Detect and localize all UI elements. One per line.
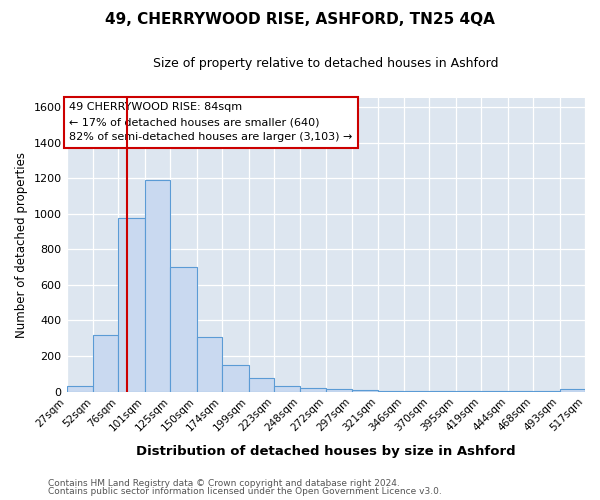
Text: Contains public sector information licensed under the Open Government Licence v3: Contains public sector information licen… (48, 487, 442, 496)
Text: Contains HM Land Registry data © Crown copyright and database right 2024.: Contains HM Land Registry data © Crown c… (48, 478, 400, 488)
Bar (170, 267, 197, 392)
Bar (430, 391, 456, 392)
Bar (404, 391, 430, 392)
X-axis label: Distribution of detached houses by size in Ashford: Distribution of detached houses by size … (136, 444, 515, 458)
Bar (222, 365, 248, 392)
Bar (197, 336, 222, 392)
Y-axis label: Number of detached properties: Number of detached properties (15, 152, 28, 338)
Bar (508, 391, 533, 392)
Bar (481, 391, 508, 392)
Bar (560, 389, 585, 392)
Bar (67, 386, 93, 392)
Bar (533, 391, 560, 392)
Text: 49, CHERRYWOOD RISE, ASHFORD, TN25 4QA: 49, CHERRYWOOD RISE, ASHFORD, TN25 4QA (105, 12, 495, 28)
Bar (274, 386, 301, 392)
Bar (377, 391, 404, 392)
Bar (93, 334, 118, 392)
Title: Size of property relative to detached houses in Ashford: Size of property relative to detached ho… (153, 58, 499, 70)
Bar (248, 378, 274, 392)
Bar (352, 390, 377, 392)
Bar (301, 388, 326, 392)
Bar (145, 180, 170, 392)
Bar (118, 218, 145, 392)
Text: 49 CHERRYWOOD RISE: 84sqm
← 17% of detached houses are smaller (640)
82% of semi: 49 CHERRYWOOD RISE: 84sqm ← 17% of detac… (69, 102, 353, 142)
Bar (326, 389, 352, 392)
Bar (456, 391, 481, 392)
